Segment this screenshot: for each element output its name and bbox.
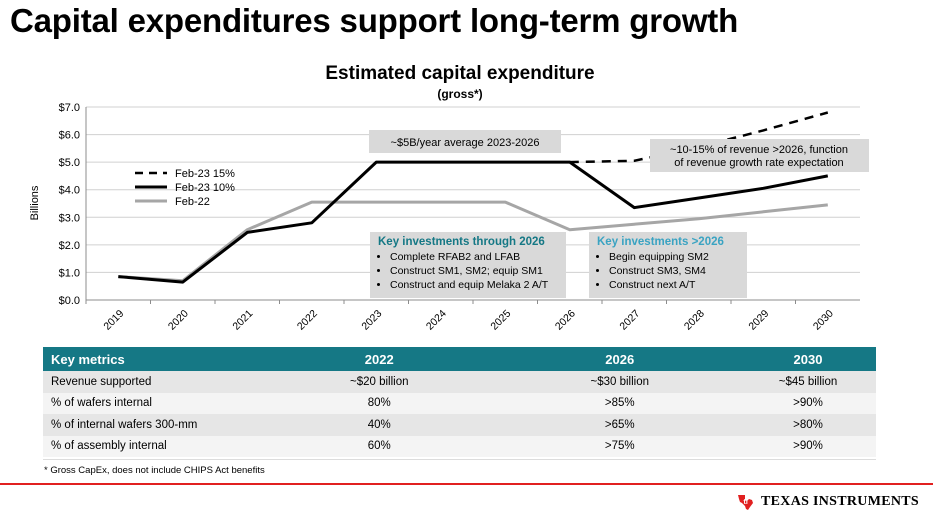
- table-cell: Revenue supported: [43, 371, 259, 393]
- svg-text:ti: ti: [744, 499, 748, 506]
- table-cell: >80%: [740, 414, 876, 436]
- table-cell: ~$45 billion: [740, 371, 876, 393]
- table-cell: 40%: [259, 414, 500, 436]
- table-cell: ~$20 billion: [259, 371, 500, 393]
- chart-title: Estimated capital expenditure: [325, 63, 594, 84]
- y-tick-label: $7.0: [59, 102, 80, 114]
- y-tick-label: $3.0: [59, 212, 80, 224]
- legend: Feb-23 15% Feb-23 10% Feb-22: [135, 168, 235, 208]
- legend-label: Feb-23 10%: [175, 182, 235, 194]
- legend-label: Feb-23 15%: [175, 168, 235, 180]
- table-cell: 80%: [259, 392, 500, 414]
- y-tick-label: $1.0: [59, 267, 80, 279]
- callout-item: Construct SM1, SM2; equip SM1: [390, 264, 558, 278]
- annotation-box: [650, 139, 869, 172]
- table-cell: >75%: [499, 435, 740, 457]
- brand-rule: [0, 483, 933, 485]
- y-tick-label: $6.0: [59, 130, 80, 142]
- x-tick-label: 2022: [295, 308, 320, 333]
- table-cell: % of assembly internal: [43, 435, 259, 457]
- column-header: 2022: [259, 347, 500, 371]
- annotation-5b-average: ~$5B/year average 2023-2026: [369, 130, 561, 153]
- table-row: % of assembly internal 60% >75% >90%: [43, 435, 876, 457]
- series-line-feb-23-10-: [118, 160, 829, 284]
- page-title: Capital expenditures support long-term g…: [10, 2, 739, 39]
- annotation-text: ~10-15% of revenue >2026, function: [670, 144, 848, 156]
- x-tick-label: 2024: [424, 308, 449, 333]
- chart-subtitle: (gross*): [437, 87, 482, 101]
- x-tick-label: 2030: [811, 308, 836, 333]
- table-cell: >65%: [499, 414, 740, 436]
- column-header: 2030: [740, 347, 876, 371]
- callout-investments-after-2026: Key investments >2026 Begin equipping SM…: [589, 232, 747, 298]
- annotation-box: [369, 130, 561, 153]
- ti-logo: ti TEXAS INSTRUMENTS: [736, 492, 919, 512]
- legend-label: Feb-22: [175, 196, 210, 208]
- table-cell: >90%: [740, 435, 876, 457]
- capex-line-chart: Estimated capital expenditure (gross*) B…: [29, 63, 869, 333]
- logo-text: TEXAS INSTRUMENTS: [761, 494, 919, 509]
- x-tick-label: 2025: [488, 308, 513, 333]
- column-header: 2026: [499, 347, 740, 371]
- table-cell: 60%: [259, 435, 500, 457]
- column-header: Key metrics: [43, 347, 259, 371]
- table-cell: >90%: [740, 392, 876, 414]
- table-cell: >85%: [499, 392, 740, 414]
- callout-item: Construct next A/T: [609, 278, 739, 292]
- x-tick-label: 2026: [553, 308, 578, 333]
- y-tick-label: $5.0: [59, 157, 80, 169]
- table-cell: % of internal wafers 300-mm: [43, 414, 259, 436]
- footnote: * Gross CapEx, does not include CHIPS Ac…: [44, 465, 265, 476]
- x-tick-label: 2023: [359, 308, 384, 333]
- annotation-text: ~$5B/year average 2023-2026: [391, 137, 540, 149]
- callout-item: Construct and equip Melaka 2 A/T: [390, 278, 558, 292]
- callout-investments-through-2026: Key investments through 2026 Complete RF…: [370, 232, 566, 298]
- callout-item: Complete RFAB2 and LFAB: [390, 250, 558, 264]
- x-tick-labels: 2019 2020 2021 2022 2023 2024 2025 2026 2027 2028…: [101, 308, 836, 333]
- y-tick-label: $4.0: [59, 185, 80, 197]
- x-tick-label: 2021: [230, 308, 255, 333]
- y-tick-labels: $0.0 $1.0 $2.0 $3.0 $4.0 $5.0 $6.0 $7.0: [59, 102, 80, 307]
- table-header-row: Key metrics 2022 2026 2030: [43, 347, 876, 371]
- annotation-text: of revenue growth rate expectation: [674, 157, 843, 169]
- x-tick-label: 2027: [617, 308, 642, 333]
- callout-heading: Key investments >2026: [597, 236, 724, 248]
- ti-state-icon: ti: [738, 495, 754, 510]
- x-tick-label: 2029: [746, 308, 771, 333]
- divider: [43, 459, 876, 460]
- y-tick-label: $0.0: [59, 295, 80, 307]
- table-cell: % of wafers internal: [43, 392, 259, 414]
- table-row: % of internal wafers 300-mm 40% >65% >80…: [43, 414, 876, 436]
- x-tick-label: 2019: [101, 308, 126, 333]
- y-axis-label: Billions: [29, 185, 41, 220]
- key-metrics-table: Key metrics 2022 2026 2030 Revenue suppo…: [43, 347, 876, 457]
- table-cell: ~$30 billion: [499, 371, 740, 393]
- callout-heading: Key investments through 2026: [378, 236, 545, 248]
- callout-item: Construct SM3, SM4: [609, 264, 739, 278]
- x-tick-label: 2028: [682, 308, 707, 333]
- x-tick-label: 2020: [166, 308, 191, 333]
- callout-item: Begin equipping SM2: [609, 250, 739, 264]
- series-line-feb-22: [118, 200, 828, 283]
- table-row: Revenue supported ~$20 billion ~$30 bill…: [43, 371, 876, 393]
- y-tick-label: $2.0: [59, 240, 80, 252]
- table-row: % of wafers internal 80% >85% >90%: [43, 392, 876, 414]
